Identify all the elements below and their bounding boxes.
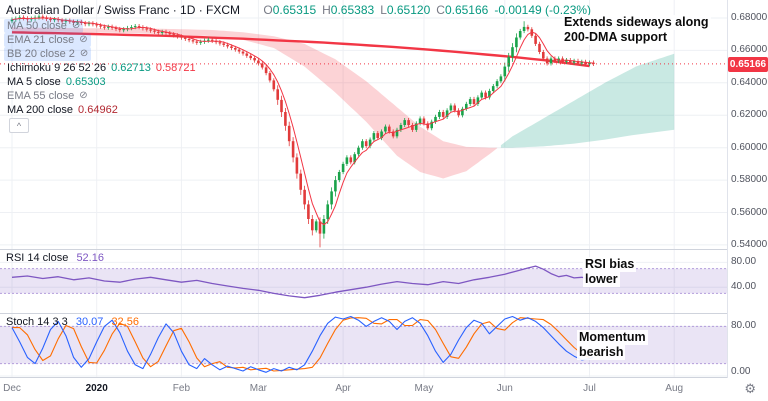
indicator-row-bb-20-close-2[interactable]: BB 20 close 2 ⊘ [4,47,92,61]
time-axis-label: Dec [3,383,21,394]
ohlc-value: 0.65383 [330,3,375,17]
indicator-label: MA 5 close [7,75,61,88]
time-axis-label: Apr [335,383,351,394]
indicator-row-ema-21-close[interactable]: EMA 21 close ⊘ [4,33,91,47]
ohlc-key: O [263,3,273,17]
price-tick: 0.64000 [731,76,768,88]
ohlc-value: 0.65166 [444,3,489,17]
annotation-rsi: RSI bias lower [583,257,637,287]
ohlc-key: L [380,3,387,17]
ohlc-key: C [436,3,445,17]
indicator-row-ma-5-close[interactable]: MA 5 close 0.65303 [4,75,109,89]
visibility-off-eye-icon[interactable]: ⊘ [71,20,81,32]
price-tick: 0.56000 [731,206,768,218]
visibility-off-eye-icon[interactable]: ⊘ [79,34,88,46]
indicator-label: BB 20 close 2 [7,47,75,60]
time-axis-label: Jun [496,383,513,394]
time-axis-label: Aug [665,383,684,394]
indicator-row-ma-50-close[interactable]: MA 50 close ⊘ [4,19,84,33]
stoch-legend-label: Stoch 14 3 3 [6,316,68,328]
price-tick: 0.54000 [731,238,768,250]
indicator-label: MA 50 close [7,19,67,32]
time-axis-label: Mar [249,383,268,394]
price-tick: 0.62000 [731,109,768,121]
rsi-tick: 80.00 [731,256,757,268]
indicator-value: 0.58721 [155,61,196,74]
indicator-row-ichimoku-9-26-52-26[interactable]: Ichimoku 9 26 52 26 0.62713 0.58721 [4,61,199,75]
stoch-k-value: 30.07 [75,316,104,328]
indicator-label: Ichimoku 9 26 52 26 [7,61,107,74]
price-tick: 0.60000 [731,141,768,153]
price-tick: 0.68000 [731,12,768,23]
rsi-legend-label: RSI 14 close [6,252,69,264]
ohlc-value: 0.65315 [272,3,317,17]
indicator-value: 0.62713 [111,61,151,74]
indicator-row-ema-55-close[interactable]: EMA 55 close ⊘ [4,89,91,103]
ohlc-key: H [322,3,331,17]
indicator-label: MA 200 close [7,103,74,116]
change-value: -0.00149 (-0.23%) [494,3,592,17]
time-axis-label: 2020 [85,383,108,394]
settings-gear-icon[interactable]: ⚙ [744,381,756,396]
indicator-label: EMA 21 close [7,33,75,46]
price-tick: 0.58000 [731,174,768,186]
visibility-off-eye-icon[interactable]: ⊘ [79,90,88,102]
stoch-d-value: 32.56 [111,316,139,328]
indicator-legend: MA 50 close ⊘ EMA 21 close ⊘ BB 20 close 2 ⊘ I… [4,19,199,117]
annotation-main: Extends sideways along 200-DMA support [562,15,711,45]
last-price-tag: 0.65166 [728,56,768,72]
price-tick: 0.66000 [731,44,768,56]
stoch-legend[interactable]: Stoch 14 3 3 30.07 32.56 [6,316,139,328]
rsi-legend[interactable]: RSI 14 close 52.16 [6,252,104,264]
symbol-header[interactable]: Australian Dollar / Swiss Franc · 1D · F… [6,3,591,17]
visibility-off-eye-icon[interactable]: ⊘ [79,48,89,60]
stoch-tick: 0.00 [731,366,751,377]
time-axis-label: Feb [172,383,191,394]
indicator-value: 0.65303 [65,75,106,88]
time-axis[interactable] [0,378,768,401]
rsi-tick: 40.00 [731,281,757,293]
ohlc-value: 0.65120 [386,3,431,17]
time-axis-label: May [414,383,434,394]
ohlc-values: O0.65315 H0.65383 L0.65120 C0.65166 -0.00149… [257,3,591,17]
time-axis-label: Jul [583,383,596,394]
indicator-label: EMA 55 close [7,89,75,102]
stoch-tick: 80.00 [731,320,757,332]
legend-collapse-button[interactable]: ^ [9,118,29,133]
rsi-legend-value: 52.16 [76,252,104,264]
indicator-value: 0.64962 [78,103,118,116]
indicator-row-ma-200-close[interactable]: MA 200 close 0.64962 [4,103,121,117]
symbol-title: Australian Dollar / Swiss Franc · 1D · F… [6,3,241,17]
annotation-stoch: Momentum bearish [577,330,648,360]
